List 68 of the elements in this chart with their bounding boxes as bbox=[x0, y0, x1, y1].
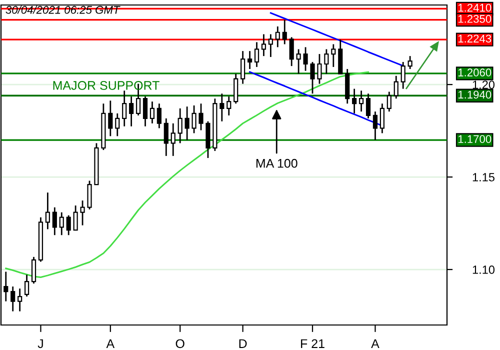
ref-line-label: 1.1940 bbox=[458, 90, 492, 99]
ref-line-label: 1.2410 bbox=[458, 4, 492, 12]
candlestick bbox=[324, 48, 329, 75]
x-tick-label: A bbox=[371, 339, 380, 348]
candlestick bbox=[142, 96, 148, 128]
candlestick bbox=[310, 61, 315, 94]
candlestick bbox=[275, 26, 280, 48]
candlestick bbox=[400, 61, 406, 90]
candlestick bbox=[240, 50, 246, 84]
candlestick bbox=[31, 256, 36, 284]
candlestick bbox=[296, 48, 301, 75]
candlestick bbox=[170, 122, 176, 157]
candlestick bbox=[59, 212, 64, 236]
ref-line-label: 1.2243 bbox=[458, 34, 492, 43]
y-tick-label: 1.10 bbox=[472, 266, 495, 274]
annotation: MAJOR SUPPORT bbox=[53, 81, 160, 90]
candlestick bbox=[372, 110, 378, 141]
x-tick-label: J bbox=[38, 339, 43, 348]
candlestick bbox=[178, 108, 182, 144]
ref-line-label: 1.2060 bbox=[458, 68, 492, 76]
candlestick bbox=[366, 92, 371, 120]
ref-line-label: 1.2350 bbox=[458, 14, 492, 23]
candlestick bbox=[198, 102, 204, 131]
candlestick bbox=[164, 118, 168, 157]
candlestick bbox=[394, 75, 398, 100]
y-tick-label: 1.20 bbox=[472, 80, 495, 89]
candlestick bbox=[282, 19, 287, 45]
candlestick bbox=[268, 34, 273, 58]
candlestick bbox=[234, 73, 238, 104]
candlestick bbox=[80, 200, 85, 226]
annotation: MA 100 bbox=[256, 158, 298, 168]
candlestick bbox=[289, 36, 294, 67]
x-tick-label: D bbox=[239, 339, 247, 348]
ref-line-label: 1.1700 bbox=[458, 135, 492, 144]
candlestick bbox=[24, 274, 30, 298]
candlestick bbox=[380, 102, 384, 134]
candlestick bbox=[220, 92, 224, 122]
x-tick-label: F 21 bbox=[301, 339, 324, 348]
candlestick bbox=[184, 106, 190, 141]
candlestick bbox=[45, 192, 50, 230]
candlestick bbox=[108, 100, 113, 137]
candlestick bbox=[129, 96, 134, 128]
candlestick bbox=[386, 91, 392, 112]
candlestick bbox=[226, 96, 232, 116]
x-tick-label: A bbox=[106, 339, 115, 348]
candlestick bbox=[247, 50, 252, 70]
candlestick bbox=[261, 34, 266, 57]
candlestick bbox=[358, 90, 364, 112]
candlestick bbox=[10, 286, 16, 312]
candlestick bbox=[192, 104, 196, 134]
candlestick bbox=[18, 288, 22, 312]
candlestick bbox=[254, 41, 260, 68]
candlestick bbox=[52, 206, 57, 236]
candlestick bbox=[73, 204, 78, 231]
candlestick bbox=[331, 44, 336, 68]
candlestick bbox=[122, 90, 127, 128]
candlestick bbox=[66, 214, 71, 236]
candlestick bbox=[408, 55, 412, 70]
candlestick bbox=[156, 102, 162, 129]
candlestick bbox=[150, 100, 155, 124]
x-tick-label: O bbox=[176, 339, 184, 348]
candlestick bbox=[303, 46, 308, 72]
candlestick bbox=[87, 180, 92, 210]
candlestick bbox=[317, 53, 322, 84]
candlestick bbox=[4, 271, 8, 302]
y-tick-label: 1.15 bbox=[472, 173, 494, 182]
candlestick bbox=[115, 112, 120, 137]
candlestick bbox=[352, 88, 357, 114]
